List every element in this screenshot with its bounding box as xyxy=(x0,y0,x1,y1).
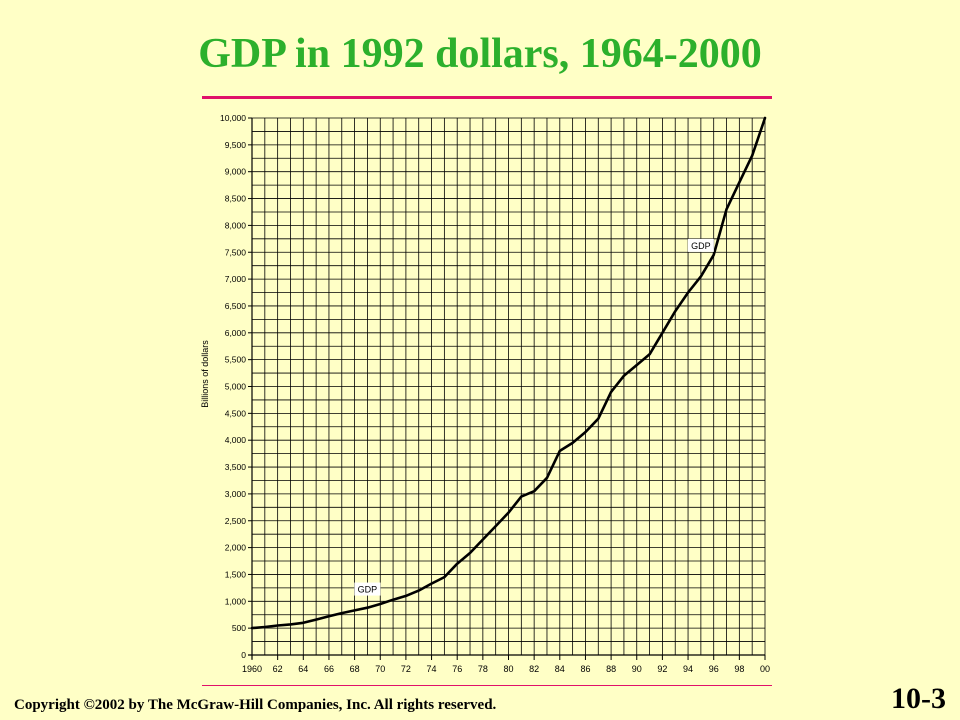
footer-divider xyxy=(202,685,772,686)
slide-title: GDP in 1992 dollars, 1964-2000 xyxy=(198,31,762,77)
series-label-background xyxy=(687,238,714,252)
y-tick-label: 7,000 xyxy=(225,274,247,284)
series-label-text: GDP xyxy=(691,241,711,251)
y-tick-label: 5,000 xyxy=(225,382,247,392)
x-tick-label: 86 xyxy=(580,664,590,674)
x-tick-label: 84 xyxy=(555,664,565,674)
x-tick-label: 68 xyxy=(350,664,360,674)
x-tick-label: 94 xyxy=(683,664,693,674)
x-tick-label: 98 xyxy=(734,664,744,674)
x-tick-label: 66 xyxy=(324,664,334,674)
x-tick-label: 72 xyxy=(401,664,411,674)
series-line-gdp xyxy=(250,116,767,630)
x-tick-label: 74 xyxy=(427,664,437,674)
x-tick-label: 78 xyxy=(478,664,488,674)
x-tick-label: 00 xyxy=(760,664,770,674)
chart-axes xyxy=(248,118,765,659)
series-label-gdp: GDP xyxy=(354,582,381,596)
series-label-gdp: GDP xyxy=(687,238,714,252)
x-tick-label: 1960 xyxy=(242,664,262,674)
y-tick-label: 500 xyxy=(232,623,246,633)
y-axis-ticks: 0 500 1,000 1,500 2,000 2,500 3,000 3,500 4,000 4… xyxy=(220,113,252,660)
x-tick-label: 90 xyxy=(632,664,642,674)
chart-grid xyxy=(251,117,766,656)
y-axis-label: Billions of dollars xyxy=(200,340,210,408)
y-tick-label: 0 xyxy=(241,650,246,660)
x-tick-label: 62 xyxy=(273,664,283,674)
x-tick-label: 82 xyxy=(529,664,539,674)
y-tick-label: 1,000 xyxy=(225,596,247,606)
y-tick-label: 6,000 xyxy=(225,328,247,338)
series-layer xyxy=(250,116,767,630)
slide-number: 10-3 xyxy=(891,682,946,715)
series-label-background xyxy=(354,582,381,596)
y-tick-label: 9,000 xyxy=(225,167,247,177)
x-tick-label: 96 xyxy=(709,664,719,674)
y-tick-label: 6,500 xyxy=(225,301,247,311)
y-tick-label: 1,500 xyxy=(225,569,247,579)
annotations: GDP GDP xyxy=(354,238,714,596)
y-tick-label: 2,500 xyxy=(225,516,247,526)
x-tick-label: 80 xyxy=(503,664,513,674)
y-tick-label: 10,000 xyxy=(220,113,246,123)
y-tick-label: 8,000 xyxy=(225,220,247,230)
y-tick-label: 9,500 xyxy=(225,140,247,150)
y-tick-label: 3,000 xyxy=(225,489,247,499)
y-tick-label: 2,000 xyxy=(225,543,247,553)
copyright-notice: Copyright ©2002 by The McGraw-Hill Compa… xyxy=(14,697,497,713)
y-tick-label: 7,500 xyxy=(225,247,247,257)
x-tick-label: 70 xyxy=(375,664,385,674)
y-tick-label: 3,500 xyxy=(225,462,247,472)
y-tick-label: 5,500 xyxy=(225,355,247,365)
x-tick-label: 88 xyxy=(606,664,616,674)
y-tick-label: 4,500 xyxy=(225,408,247,418)
title-divider xyxy=(202,96,772,99)
y-tick-label: 8,500 xyxy=(225,194,247,204)
x-axis-ticks: 1960 62 64 66 68 70 72 74 76 78 80 82 84 86 88 90 92 94 96… xyxy=(242,655,770,674)
gdp-line-chart: 0 500 1,000 1,500 2,000 2,500 3,000 3,500 4,000 4… xyxy=(200,113,770,674)
y-tick-label: 4,000 xyxy=(225,435,247,445)
x-tick-label: 64 xyxy=(298,664,308,674)
x-tick-label: 92 xyxy=(657,664,667,674)
x-tick-label: 76 xyxy=(452,664,462,674)
series-label-text: GDP xyxy=(358,585,378,595)
